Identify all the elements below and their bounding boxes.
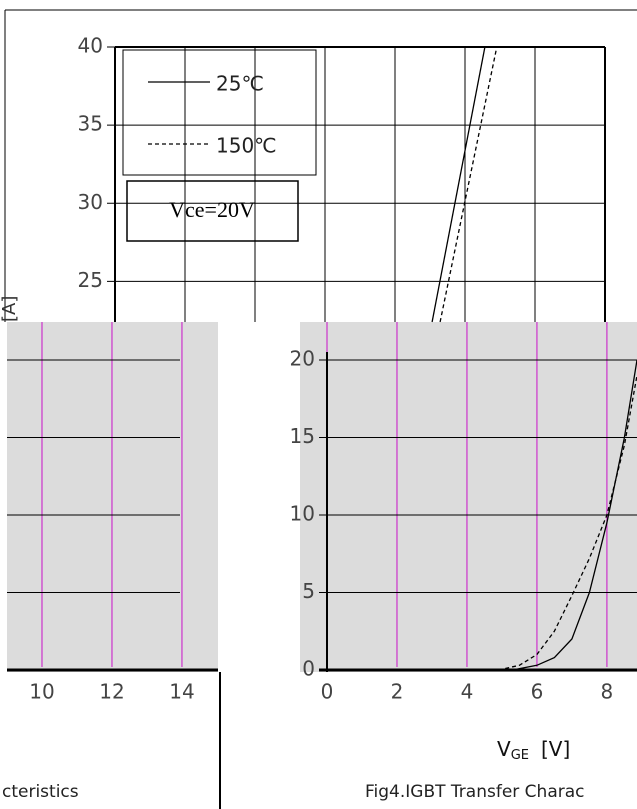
legend-box: [122, 49, 317, 176]
y-tick-label: 20: [290, 346, 315, 370]
x-tick-label: 10: [29, 680, 54, 704]
series-line: [431, 46, 486, 323]
caption: Fig4.IGBT Transfer Charac: [365, 782, 585, 802]
x-tick-label: 6: [531, 680, 544, 704]
x-tick-label: 12: [99, 680, 124, 704]
caption: cteristics: [2, 782, 79, 802]
x-tick-label: 0: [321, 680, 334, 704]
x-tick-label: 2: [391, 680, 404, 704]
legend-label: 25℃: [216, 72, 264, 96]
y-tick-label: 30: [78, 190, 103, 214]
annotation-box: [126, 180, 299, 242]
y-axis-label: [A]: [0, 296, 20, 322]
x-label-unit: [V]: [541, 737, 570, 761]
x-tick-label: 8: [601, 680, 614, 704]
annotation: Vce=20V: [169, 197, 255, 222]
series-line: [512, 359, 637, 671]
series-line: [439, 46, 498, 323]
y-tick-label: 5: [302, 579, 315, 603]
y-tick-label: 40: [78, 34, 103, 58]
right-panel-bg: [300, 322, 637, 672]
y-tick-label: 35: [78, 112, 103, 136]
y-tick-label: 0: [302, 656, 315, 680]
x-tick-label: 14: [169, 680, 194, 704]
y-tick-label: 15: [290, 424, 315, 448]
legend-label: 150℃: [216, 134, 277, 158]
x-label-sub: GE: [511, 748, 529, 763]
x-label-main: V: [497, 737, 511, 761]
x-tick-label: 4: [461, 680, 474, 704]
x-axis-label: VGE [V]: [497, 737, 570, 763]
y-tick-label: 25: [78, 268, 103, 292]
series-line: [498, 375, 637, 671]
y-tick-label: 10: [290, 501, 315, 525]
